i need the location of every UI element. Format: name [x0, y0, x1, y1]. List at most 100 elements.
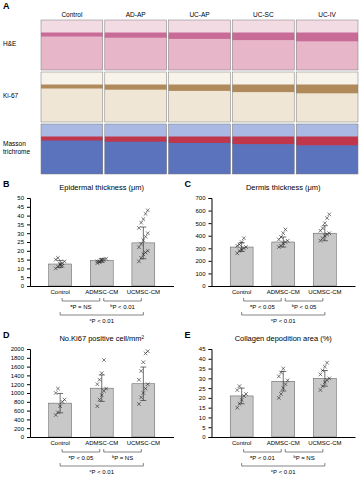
- significance-bracket: ᵃP < 0.01: [244, 449, 282, 461]
- data-point: [325, 216, 329, 220]
- y-tick-label: 1400: [11, 373, 25, 379]
- y-tick-label: 0: [21, 434, 25, 440]
- y-axis-line: [209, 350, 213, 438]
- micrograph-bg: [232, 20, 294, 70]
- error-bar-cap: [57, 260, 63, 261]
- data-point: [242, 236, 246, 240]
- x-tick-label: ADMSC-CM: [267, 440, 300, 446]
- y-tick: 15: [17, 257, 30, 263]
- x-tick: UCMSC-CM: [308, 437, 341, 446]
- panel-label: D: [3, 330, 10, 340]
- significance-bracket: ᵃP = NS: [62, 298, 100, 310]
- y-tick-label: 700: [195, 195, 206, 201]
- data-point: [327, 377, 331, 381]
- y-tick: 1800: [11, 355, 30, 361]
- micrograph-frame: [296, 72, 358, 122]
- data-point: [146, 209, 150, 213]
- data-point: [102, 358, 106, 362]
- y-tick-mark: [209, 349, 212, 350]
- panel-label: E: [185, 330, 191, 340]
- error-bar-stem: [143, 367, 144, 400]
- y-tick: 700: [195, 195, 211, 201]
- significance-bracket: ᶜP < 0.01: [60, 463, 143, 475]
- data-point: [244, 245, 248, 249]
- micrograph-epidermis: [232, 85, 294, 93]
- y-tick-label: 0: [202, 283, 206, 289]
- micrograph-epidermis: [169, 137, 231, 143]
- y-tick-mark: [27, 411, 30, 412]
- data-point: [146, 349, 150, 353]
- data-point: [142, 360, 146, 364]
- error-bar-cap: [239, 388, 245, 389]
- data-point: [238, 402, 242, 406]
- y-tick-mark: [27, 402, 30, 403]
- micrograph-bg: [232, 124, 294, 174]
- data-point: [137, 378, 141, 382]
- data-point: [244, 392, 248, 396]
- significance-label: ᵇP = NS: [293, 455, 314, 461]
- significance-bracket: ᵇP < 0.01: [104, 298, 142, 310]
- micrograph-epidermis: [105, 137, 167, 142]
- data-point: [137, 226, 141, 230]
- bracket-line: [244, 298, 282, 301]
- y-tick: 40: [199, 356, 212, 362]
- micrograph: [105, 72, 167, 122]
- error-bar-cap: [140, 367, 146, 368]
- micrograph-frame: [232, 124, 294, 174]
- micrograph-frame: [296, 124, 358, 174]
- y-tick-mark: [27, 207, 30, 208]
- significance-label: ᶜP < 0.01: [271, 469, 296, 475]
- x-tick: Control: [50, 437, 69, 446]
- y-tick-label: 800: [14, 399, 25, 405]
- y-tick: 1400: [11, 373, 30, 379]
- data-point: [63, 398, 67, 402]
- x-axis: ControlADMSC-CMUCMSC-CM: [31, 286, 175, 295]
- micrograph-tissue: [105, 35, 167, 70]
- data-point: [137, 402, 141, 406]
- bar: [313, 233, 336, 286]
- data-point: [286, 378, 290, 382]
- y-tick-label: 50: [17, 195, 24, 201]
- bar: [272, 242, 295, 286]
- error-bar: [140, 367, 146, 400]
- data-point: [139, 369, 143, 373]
- data-point: [58, 262, 62, 266]
- x-axis-line: [212, 286, 356, 287]
- data-point: [56, 265, 60, 269]
- y-tick-label: 1000: [11, 390, 25, 396]
- y-tick-label: 1800: [11, 355, 25, 361]
- y-axis-line: [209, 199, 213, 287]
- data-point: [56, 411, 60, 415]
- y-tick-label: 200: [195, 258, 206, 264]
- chart-panel: BEpidermal thickness (μm)051015202530354…: [3, 179, 174, 324]
- significance-label: ᵃP < 0.05: [250, 304, 275, 310]
- micrograph: [105, 124, 167, 174]
- chart-title: No.Ki67 positive cell/mm²: [59, 334, 144, 343]
- significance-label: ᵇP < 0.01: [110, 304, 135, 310]
- data-point: [139, 221, 143, 225]
- y-tick: 5: [202, 425, 211, 431]
- error-bar-cap: [140, 227, 146, 228]
- data-point: [98, 398, 102, 402]
- y-tick-mark: [209, 273, 212, 274]
- y-tick-mark: [27, 428, 30, 429]
- y-tick-label: 15: [17, 257, 24, 263]
- y-tick: 10: [17, 266, 30, 272]
- significance-label: ᶜP < 0.01: [271, 318, 296, 324]
- data-point: [325, 361, 329, 365]
- bar: [90, 260, 113, 286]
- data-point: [100, 371, 104, 375]
- micrograph-frame: [296, 20, 358, 70]
- data-point: [321, 226, 325, 230]
- data-point: [139, 242, 143, 246]
- y-tick-label: 40: [199, 356, 206, 362]
- y-tick-mark: [209, 427, 212, 428]
- micrograph-frame: [232, 72, 294, 122]
- bracket-line: [285, 449, 323, 452]
- y-tick: 0: [202, 283, 211, 289]
- significance-label: ᵃP < 0.01: [250, 455, 275, 461]
- y-tick-mark: [209, 388, 212, 389]
- y-tick: 800: [14, 399, 30, 405]
- row-label: Masson trichrome: [3, 140, 30, 155]
- bar: [230, 247, 253, 286]
